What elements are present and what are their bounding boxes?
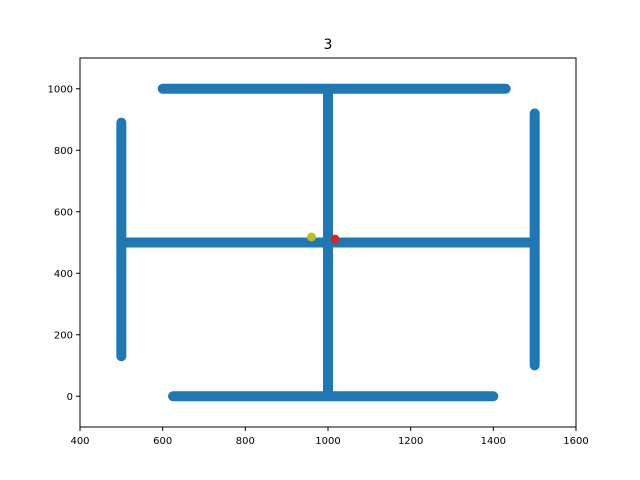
plot-marks [116,83,540,402]
chart-title: 3 [324,37,333,53]
x-tick-label: 600 [153,436,172,447]
x-tick-label: 1000 [315,436,340,447]
y-tick-label: 0 [67,392,73,403]
x-tick-label: 400 [70,436,89,447]
y-tick-label: 1000 [48,84,73,95]
x-axis: 400 600 800 1000 1200 1400 1600 [70,427,589,447]
x-tick-label: 1600 [563,436,588,447]
y-tick-label: 800 [54,146,73,157]
x-tick-label: 800 [236,436,255,447]
highlight-point-2-0 [330,234,340,244]
y-tick-label: 400 [54,269,73,280]
highlight-point-1-0 [306,232,316,242]
x-tick-label: 1200 [398,436,423,447]
y-tick-label: 600 [54,207,73,218]
y-tick-label: 200 [54,330,73,341]
y-axis: 0 200 400 600 800 1000 [48,84,80,403]
x-tick-label: 1400 [481,436,506,447]
